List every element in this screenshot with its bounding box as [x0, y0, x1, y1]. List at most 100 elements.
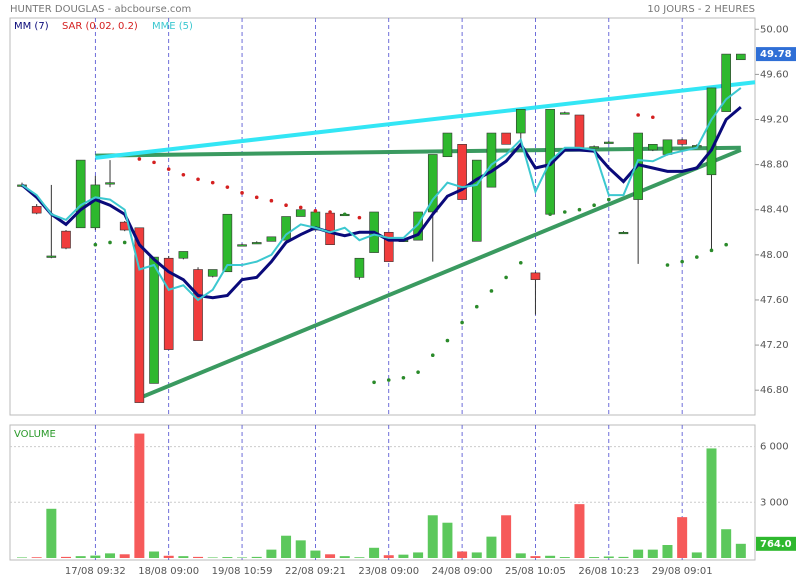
- sar-dot: [709, 248, 714, 253]
- candle-body: [193, 269, 203, 341]
- sar-dot: [298, 205, 303, 210]
- volume-bar: [486, 536, 497, 558]
- volume-bar: [193, 556, 204, 558]
- sar-dot: [489, 289, 494, 293]
- candle-body: [295, 209, 306, 217]
- volume-bar: [633, 549, 644, 558]
- candle-body: [266, 236, 277, 242]
- sar-dot: [474, 304, 479, 309]
- sar-dot: [210, 180, 215, 185]
- price-panel: [9, 17, 756, 416]
- volume-bar: [222, 557, 233, 558]
- legend-label: SAR (0.02, 0.2): [62, 21, 138, 32]
- candle-body: [134, 227, 145, 403]
- sar-dot: [607, 197, 611, 202]
- candle-body: [281, 216, 291, 241]
- x-tick-label: 26/08 10:23: [578, 566, 639, 577]
- sar-dot: [372, 380, 376, 385]
- volume-bar: [574, 504, 585, 558]
- volume-bar: [207, 557, 218, 558]
- volume-bar: [691, 552, 702, 558]
- x-tick-label: 18/08 09:00: [138, 566, 199, 577]
- sar-dot: [680, 259, 684, 264]
- sar-dot: [665, 263, 670, 267]
- volume-bar: [603, 556, 614, 558]
- y-tick-label: 48.40: [760, 205, 789, 216]
- volume-bar: [149, 551, 160, 558]
- volume-bar: [61, 556, 72, 558]
- sar-dot: [93, 242, 98, 247]
- volume-title: VOLUME: [14, 429, 56, 440]
- y-tick-label: 47.20: [760, 340, 789, 351]
- header-period: 10 JOURS - 2 HEURES: [647, 4, 755, 15]
- volume-bar: [251, 556, 262, 558]
- volume-bar: [589, 557, 600, 558]
- volume-bar: [545, 555, 556, 558]
- sar-dot: [357, 215, 362, 220]
- volume-bar: [735, 543, 746, 558]
- volume-bar: [442, 522, 453, 558]
- x-tick-label: 29/08 09:01: [652, 566, 713, 577]
- y-tick-label: 48.80: [760, 160, 789, 171]
- sar-dot: [386, 378, 391, 382]
- candle-body: [75, 159, 86, 229]
- sar-dot: [313, 209, 318, 213]
- candle-body: [61, 230, 71, 249]
- x-tick-label: 23/08 09:00: [358, 566, 419, 577]
- volume-bar: [559, 557, 570, 558]
- candle-body: [515, 109, 526, 134]
- legend-label: MME (5): [152, 21, 193, 32]
- y-tick-label: 49.60: [760, 69, 789, 80]
- volume-bar: [90, 555, 101, 558]
- y-tick-label: 48.00: [760, 250, 789, 261]
- candle-body: [442, 132, 453, 158]
- candle-body: [471, 159, 482, 242]
- x-tick-label: 24/08 09:00: [432, 566, 493, 577]
- volume-bar: [530, 556, 541, 558]
- x-tick-label: 25/08 10:05: [505, 566, 566, 577]
- candle-body: [251, 242, 262, 245]
- candle-body: [706, 87, 717, 176]
- candle-body: [31, 206, 42, 214]
- sar-dot: [225, 185, 230, 189]
- sar-dot: [284, 203, 288, 208]
- sar-dot: [342, 212, 347, 217]
- candle-body: [105, 182, 115, 185]
- candle-body: [90, 184, 101, 229]
- y-tick-label: 46.80: [760, 385, 789, 396]
- sar-dot: [430, 353, 435, 358]
- volume-bar: [31, 557, 42, 558]
- sar-dot: [269, 198, 274, 203]
- indicator-line: [21, 87, 742, 302]
- sar-dot: [122, 240, 127, 245]
- volume-bar: [515, 553, 526, 558]
- volume-bar: [706, 448, 717, 558]
- y-tick-label: 6 000: [760, 442, 789, 453]
- candle-body: [237, 244, 247, 247]
- volume-bar: [662, 545, 673, 558]
- candle-body: [603, 141, 614, 144]
- trendline: [95, 80, 756, 160]
- y-tick-label: 50.00: [760, 24, 789, 35]
- trendline: [95, 145, 741, 158]
- sar-dot: [724, 242, 728, 247]
- header-title: HUNTER DOUGLAS - abcbourse.com: [10, 4, 191, 15]
- y-tick-label: 3 000: [760, 497, 789, 508]
- y-tick-label: 47.60: [760, 295, 789, 306]
- candle-body: [662, 139, 673, 155]
- last-volume-box: [756, 536, 796, 551]
- volume-bar: [75, 556, 86, 558]
- volume-bar: [339, 556, 350, 558]
- x-tick-label: 22/08 09:21: [285, 566, 346, 577]
- volume-bar: [310, 550, 321, 558]
- sar-dot: [695, 255, 699, 259]
- volume-bar: [46, 508, 57, 558]
- volume-bar: [237, 557, 248, 558]
- volume-bar: [119, 554, 130, 558]
- volume-bar: [457, 551, 468, 558]
- candle-body: [149, 256, 159, 384]
- volume-bar: [105, 553, 116, 558]
- sar-dot: [577, 207, 582, 212]
- volume-bar: [17, 557, 27, 558]
